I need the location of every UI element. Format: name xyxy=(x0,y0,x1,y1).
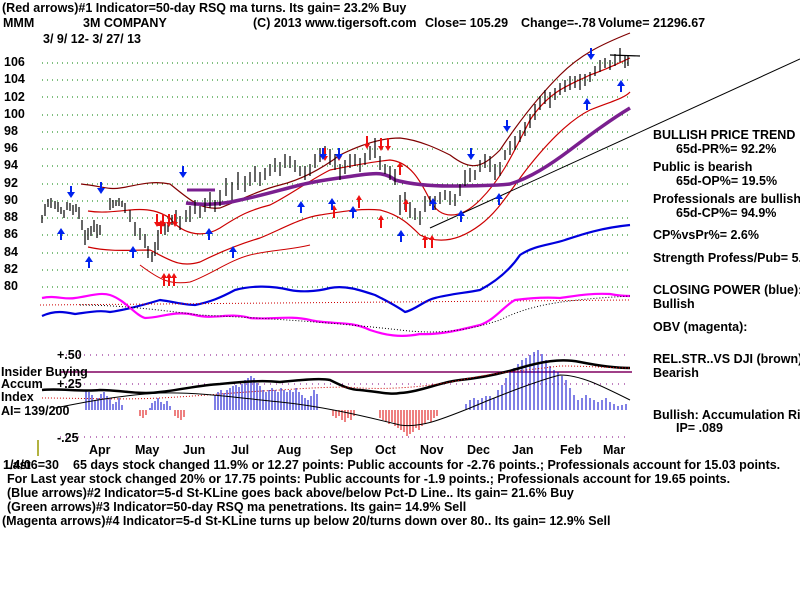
copyright: (C) 2013 www.tigersoft.com xyxy=(253,16,417,30)
date-range: 3/ 9/ 12- 3/ 27/ 13 xyxy=(43,32,141,46)
close-price: Close= 105.29 xyxy=(425,16,509,30)
y-tick: 90 xyxy=(4,193,18,207)
y-tick: 104 xyxy=(4,72,25,86)
footer-line-2: For Last year stock changed 20% or 17.75… xyxy=(7,472,731,486)
index-label: Index xyxy=(1,390,34,404)
y-tick: 102 xyxy=(4,90,25,104)
trend-title: BULLISH PRICE TREND xyxy=(653,128,796,142)
x-tick: Feb xyxy=(560,443,583,457)
op-percent: 65d-OP%= 19.5% xyxy=(676,174,778,188)
y-tick: 94 xyxy=(4,158,18,172)
blue-arrows xyxy=(57,48,625,268)
footer-line-3: (Blue arrows)#2 Indicator=5-d St-KLine g… xyxy=(7,486,574,500)
y-tick: 98 xyxy=(4,124,18,138)
obv-title: OBV (magenta): xyxy=(653,320,748,334)
insider-buying-label: Insider Buying xyxy=(1,365,88,379)
public-status: Public is bearish xyxy=(653,160,753,174)
footer-overlap-a: 1/4/06=30 xyxy=(3,458,59,472)
x-tick: Jun xyxy=(183,443,206,457)
x-tick: Nov xyxy=(420,443,444,457)
company-name: 3M COMPANY xyxy=(83,16,167,30)
accum-plus25-label: +.25 xyxy=(57,377,82,391)
indicator-1-label: (Red arrows)#1 Indicator=50-day RSQ ma t… xyxy=(2,1,407,15)
x-tick: Jul xyxy=(231,443,250,457)
price-change: Change=-.78 xyxy=(521,16,596,30)
cp-vs-pr: CP%vsPr%= 2.6% xyxy=(653,228,759,242)
footer-overlap-b: Last xyxy=(5,458,31,472)
y-tick: 86 xyxy=(4,227,18,241)
closing-power-status: Bullish xyxy=(653,297,695,311)
relstr-status: Bearish xyxy=(653,366,699,380)
y-tick: 84 xyxy=(4,245,18,259)
x-tick: Dec xyxy=(467,443,490,457)
y-tick: 88 xyxy=(4,210,18,224)
accum-status: Bullish: Accumulation Rising xyxy=(653,408,800,422)
accum-label: Accum xyxy=(1,377,43,391)
x-tick: Aug xyxy=(277,443,302,457)
footer-line-5: (Magenta arrows)#4 Indicator=5-d St-KLin… xyxy=(2,514,611,528)
accum-plus50-label: +.50 xyxy=(57,348,82,362)
x-tick: May xyxy=(135,443,160,457)
x-tick: Sep xyxy=(330,443,353,457)
y-tick: 106 xyxy=(4,55,25,69)
closing-power-title: CLOSING POWER (blue): xyxy=(653,283,800,297)
ai-score-label: AI= 139/200 xyxy=(1,404,70,418)
ip-value: IP= .089 xyxy=(676,421,723,435)
ticker-symbol: MMM xyxy=(3,16,35,30)
footer-line-4: (Green arrows)#3 Indicator=50-day RSQ ma… xyxy=(7,500,467,514)
y-tick: 80 xyxy=(4,279,18,293)
x-tick: Jan xyxy=(512,443,534,457)
price-grid xyxy=(42,62,630,288)
x-tick: Apr xyxy=(89,443,111,457)
professional-status: Professionals are bullish xyxy=(653,192,800,206)
pr-percent: 65d-PR%= 92.2% xyxy=(676,142,777,156)
y-tick: 96 xyxy=(4,141,18,155)
cp-percent: 65d-CP%= 94.9% xyxy=(676,206,777,220)
accum-minus25-label: -.25 xyxy=(57,431,79,445)
x-tick: Mar xyxy=(603,443,626,457)
y-tick: 100 xyxy=(4,107,25,121)
x-tick: Oct xyxy=(375,443,396,457)
strength-ratio: Strength Profess/Pub= 5.4 xyxy=(653,251,800,265)
footer-line-1: 65 days stock changed 11.9% or 12.27 poi… xyxy=(73,458,781,472)
volume: Volume= 21296.67 xyxy=(598,16,706,30)
relstr-title: REL.STR..VS DJI (brown) xyxy=(653,352,800,366)
y-tick: 82 xyxy=(4,262,18,276)
y-tick: 92 xyxy=(4,176,18,190)
